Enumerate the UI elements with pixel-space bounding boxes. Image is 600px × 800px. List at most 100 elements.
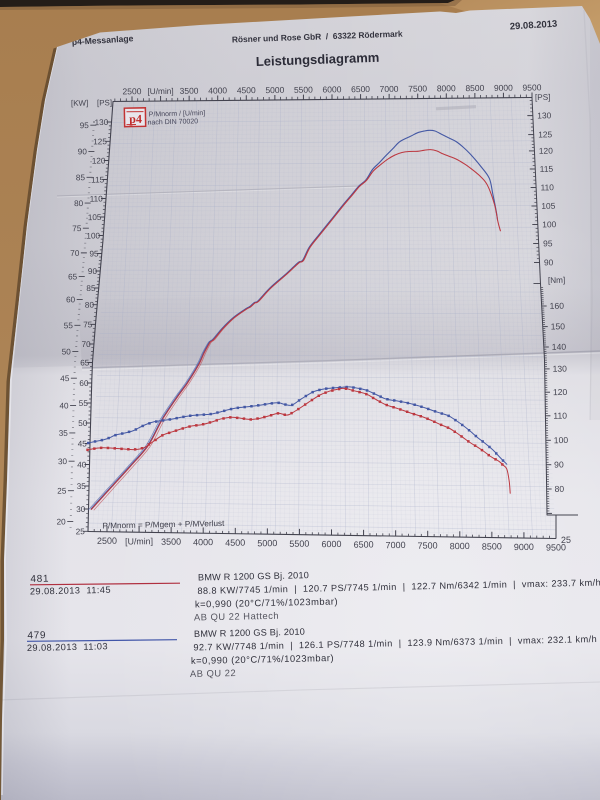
svg-text:50: 50 [78,419,88,428]
svg-text:65: 65 [68,272,78,281]
svg-text:9500: 9500 [546,542,566,552]
svg-text:105: 105 [88,213,102,222]
svg-text:120: 120 [553,387,568,397]
svg-text:5000: 5000 [265,85,284,95]
svg-text:60: 60 [79,379,89,388]
svg-text:P/Mnorm = P/Mgem + P/MVerlust: P/Mnorm = P/Mgem + P/MVerlust [102,519,225,531]
svg-text:4000: 4000 [208,85,227,95]
svg-text:40: 40 [59,401,69,410]
svg-text:30: 30 [76,505,86,514]
svg-text:29.08.2013 11:03: 29.08.2013 11:03 [27,641,108,653]
svg-text:55: 55 [79,399,89,408]
svg-text:[KW]: [KW] [71,99,88,108]
svg-text:90: 90 [88,267,98,276]
svg-text:4000: 4000 [193,537,213,547]
svg-text:120: 120 [539,146,553,156]
svg-text:65: 65 [80,358,90,367]
svg-text:481: 481 [30,574,49,585]
svg-text:60: 60 [66,295,76,304]
svg-text:6000: 6000 [321,539,341,549]
svg-text:9500: 9500 [522,82,541,92]
svg-text:[U/min]: [U/min] [125,536,153,546]
svg-text:25: 25 [561,535,571,545]
svg-text:130: 130 [537,110,551,120]
svg-text:7000: 7000 [385,540,405,550]
svg-text:29.08.2013 11:45: 29.08.2013 11:45 [30,585,111,597]
svg-text:90: 90 [78,147,88,156]
svg-text:115: 115 [91,175,105,184]
svg-text:3500: 3500 [180,86,199,96]
svg-text:5500: 5500 [294,85,313,95]
svg-text:100: 100 [542,219,556,229]
svg-text:90: 90 [544,257,554,267]
svg-text:4500: 4500 [225,538,245,548]
svg-text:3500: 3500 [161,537,181,547]
svg-text:8000: 8000 [450,541,470,551]
svg-text:29.08.2013: 29.08.2013 [510,19,558,33]
svg-text:9000: 9000 [494,83,513,93]
svg-text:160: 160 [550,301,565,311]
svg-text:BMW R 1200 GS Bj. 2010: BMW R 1200 GS Bj. 2010 [194,627,305,639]
svg-text:120: 120 [92,156,106,165]
svg-text:55: 55 [64,321,74,330]
svg-text:105: 105 [541,201,555,211]
svg-text:45: 45 [78,439,88,448]
svg-text:Leistungsdiagramm: Leistungsdiagramm [256,50,380,69]
svg-text:6000: 6000 [322,84,341,94]
svg-text:110: 110 [553,411,567,421]
svg-text:P/Mnorm / [U/min]: P/Mnorm / [U/min] [149,110,206,118]
svg-text:80: 80 [74,199,84,208]
svg-text:125: 125 [538,129,552,139]
svg-text:BMW R 1200 GS Bj. 2010: BMW R 1200 GS Bj. 2010 [198,570,309,582]
svg-text:5000: 5000 [257,538,277,548]
svg-text:AB QU 22 Hattech: AB QU 22 Hattech [194,610,279,623]
svg-text:70: 70 [70,249,80,258]
svg-text:90: 90 [554,459,564,469]
svg-text:8500: 8500 [465,83,484,93]
svg-text:115: 115 [540,164,554,174]
svg-text:nach DIN 70020: nach DIN 70020 [147,118,198,126]
svg-text:80: 80 [554,484,564,494]
svg-text:85: 85 [76,173,86,182]
svg-text:25: 25 [76,527,86,536]
svg-text:2500: 2500 [97,536,117,546]
svg-text:p4: p4 [129,112,142,126]
svg-text:5500: 5500 [289,539,309,549]
svg-text:140: 140 [552,342,567,352]
svg-text:2500: 2500 [122,86,141,96]
svg-text:[PS]: [PS] [535,93,551,102]
svg-text:75: 75 [72,224,82,233]
svg-text:[Nm]: [Nm] [548,276,565,285]
svg-text:20: 20 [56,517,66,526]
svg-text:95: 95 [89,249,99,258]
svg-text:k=0,990 (20°C/71%/1023mbar): k=0,990 (20°C/71%/1023mbar) [195,596,338,610]
svg-text:40: 40 [77,460,87,469]
svg-text:30: 30 [58,457,68,466]
svg-text:9000: 9000 [514,542,534,552]
svg-text:6500: 6500 [353,539,373,549]
svg-text:35: 35 [77,482,87,491]
svg-text:110: 110 [540,182,554,192]
svg-text:45: 45 [60,374,70,383]
svg-text:125: 125 [93,137,107,146]
svg-text:80: 80 [85,301,95,310]
svg-text:479: 479 [27,630,46,641]
svg-text:110: 110 [90,194,104,203]
svg-text:35: 35 [59,429,69,438]
svg-text:7000: 7000 [380,84,399,94]
svg-text:130: 130 [95,118,109,127]
svg-text:6500: 6500 [351,84,370,94]
svg-text:75: 75 [83,320,93,329]
svg-text:50: 50 [62,347,72,356]
svg-text:4500: 4500 [237,85,256,95]
svg-text:8000: 8000 [437,83,456,93]
svg-text:[PS]: [PS] [97,98,112,107]
svg-text:150: 150 [551,321,566,331]
svg-text:85: 85 [86,284,96,293]
svg-text:100: 100 [86,231,100,240]
svg-text:7500: 7500 [418,540,438,550]
svg-text:95: 95 [543,238,553,248]
svg-text:70: 70 [81,340,91,349]
svg-text:7500: 7500 [408,83,427,93]
svg-text:100: 100 [554,435,569,445]
